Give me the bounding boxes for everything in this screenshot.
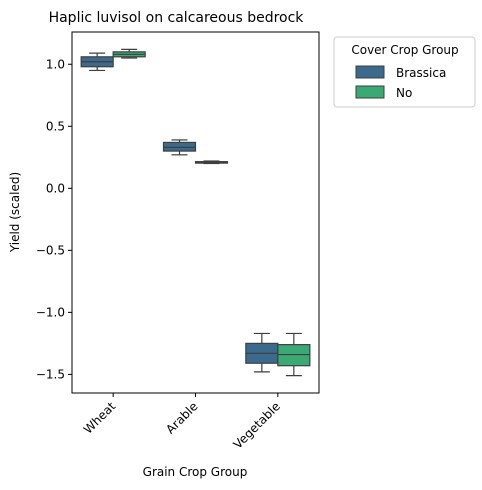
y-tick-label: −1.0 (36, 305, 65, 319)
legend-title: Cover Crop Group (351, 43, 458, 57)
legend-swatch (356, 66, 384, 78)
box-brassica-vegetable (246, 333, 278, 371)
legend-entry-label: Brassica (396, 66, 446, 80)
legend-entry-label: No (396, 86, 412, 100)
legend-swatch (356, 86, 384, 98)
y-axis: 1.0 0.5 0.0 −0.5 −1.0 −1.5 (36, 57, 72, 381)
plot-area (81, 49, 310, 375)
x-axis: Wheat Arable Vegetable (81, 393, 283, 452)
x-axis-label: Grain Crop Group (143, 465, 248, 479)
y-tick-label: 0.5 (46, 119, 65, 133)
x-tick-label: Vegetable (231, 399, 283, 451)
y-tick-label: 1.0 (46, 57, 65, 71)
box-iqr (164, 142, 196, 151)
legend: Cover Crop Group Brassica No (334, 37, 475, 107)
y-tick-label: −1.5 (36, 367, 65, 381)
y-tick-label: 0.0 (46, 181, 65, 195)
box-no-wheat (113, 49, 145, 58)
plot-frame (72, 32, 319, 393)
y-tick-label: −0.5 (36, 243, 65, 257)
chart-title: Haplic luvisol on calcareous bedrock (49, 10, 305, 26)
box-brassica-arable (164, 140, 196, 155)
y-axis-label: Yield (scaled) (8, 172, 22, 253)
box-iqr (278, 345, 310, 366)
box-no-vegetable (278, 333, 310, 375)
x-tick-label: Arable (163, 399, 200, 436)
box-brassica-wheat (81, 53, 113, 70)
box-no-arable (196, 161, 228, 163)
x-tick-label: Wheat (81, 399, 119, 437)
